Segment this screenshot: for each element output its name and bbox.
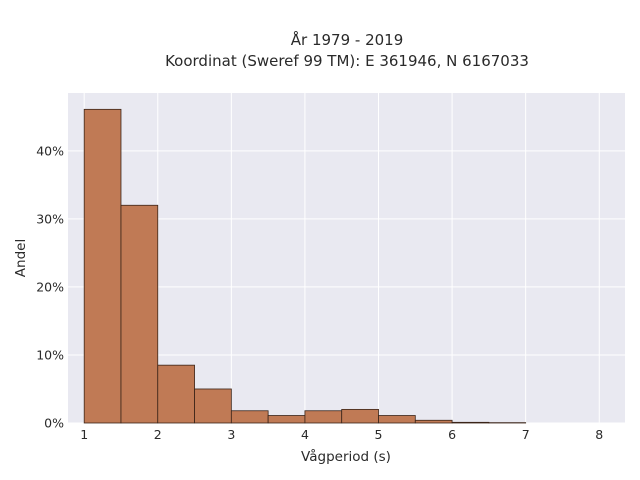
- y-tick-label: 20%: [36, 279, 64, 294]
- x-tick-label: 2: [154, 427, 162, 442]
- histogram-bar: [341, 408, 379, 424]
- bars: [83, 108, 527, 424]
- y-tick-label: 0%: [44, 416, 64, 431]
- histogram-bar: [378, 415, 416, 424]
- x-tick-label: 1: [80, 427, 88, 442]
- x-tick-label: 7: [522, 427, 530, 442]
- histogram-bar: [451, 421, 490, 424]
- y-tick-labels: 0% 10% 20% 30% 40%: [36, 143, 64, 430]
- x-axis-title: Vågperiod (s): [301, 448, 391, 465]
- histogram-bar: [194, 388, 232, 424]
- x-tick-label: 6: [448, 427, 456, 442]
- x-tick-labels: 1 2 3 4 5 6 7 8: [80, 427, 603, 442]
- y-tick-label: 10%: [36, 347, 64, 362]
- histogram-bar: [120, 204, 159, 424]
- histogram-bar: [157, 364, 195, 424]
- x-tick-label: 3: [227, 427, 235, 442]
- histogram-bar: [304, 410, 343, 424]
- y-tick-label: 40%: [36, 143, 64, 158]
- histogram-bar: [414, 419, 453, 424]
- x-tick-label: 8: [595, 427, 603, 442]
- chart-title: År 1979 - 2019: [291, 30, 404, 49]
- chart-subtitle: Koordinat (Sweref 99 TM): E 361946, N 61…: [165, 52, 529, 70]
- y-tick-label: 30%: [36, 211, 64, 226]
- histogram-bar: [83, 108, 122, 424]
- histogram-bar: [230, 410, 269, 424]
- y-axis-title: Andel: [13, 239, 29, 277]
- x-tick-label: 4: [301, 427, 309, 442]
- x-tick-label: 5: [375, 427, 383, 442]
- histogram-bar: [267, 415, 306, 424]
